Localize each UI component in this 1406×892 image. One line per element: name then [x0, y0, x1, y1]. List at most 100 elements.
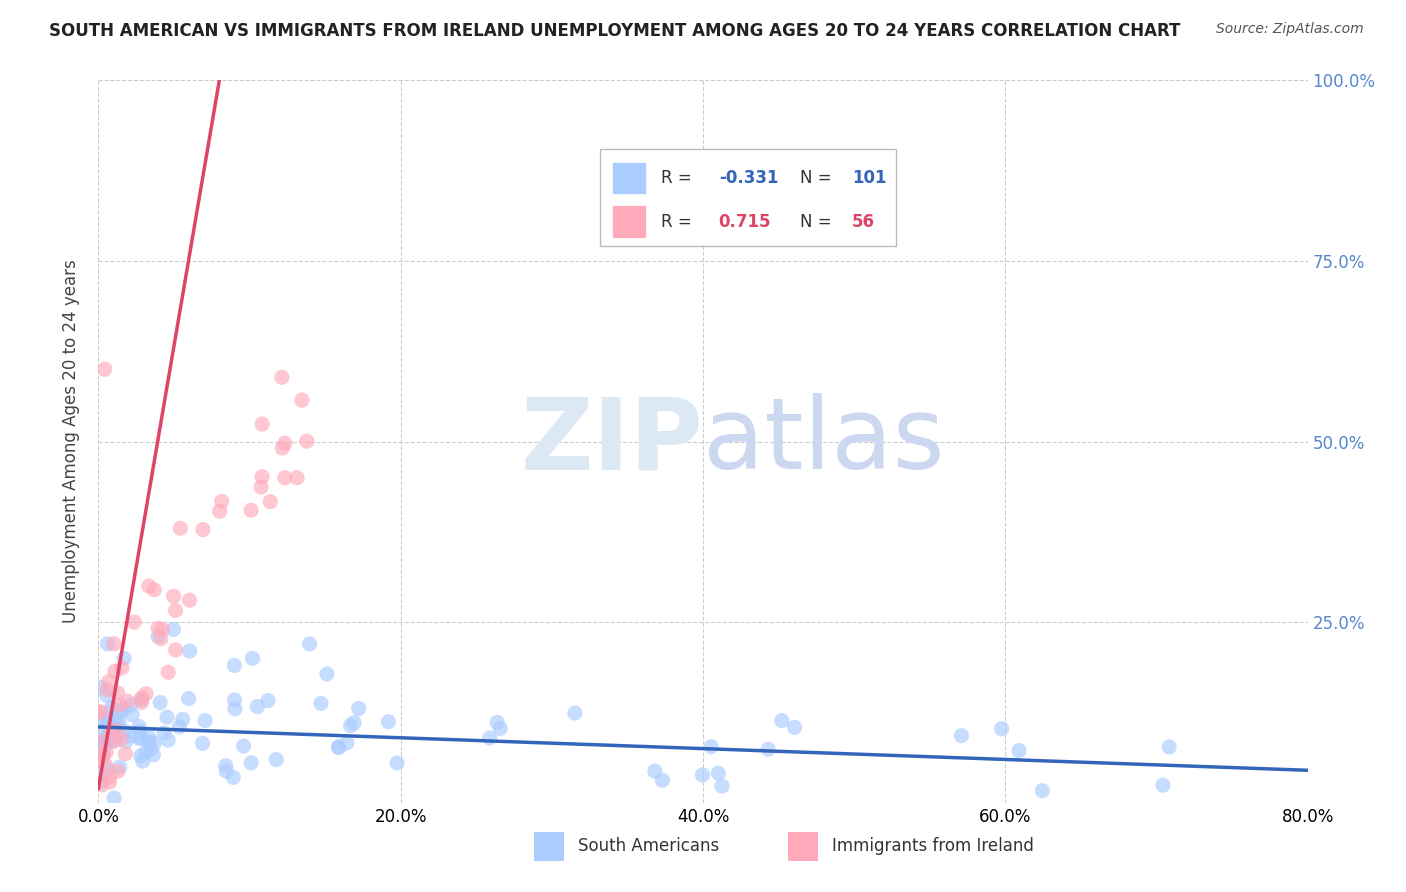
Text: SOUTH AMERICAN VS IMMIGRANTS FROM IRELAND UNEMPLOYMENT AMONG AGES 20 TO 24 YEARS: SOUTH AMERICAN VS IMMIGRANTS FROM IRELAN…: [49, 22, 1181, 40]
Text: 101: 101: [852, 169, 886, 186]
Point: [295, 434, 318, 449]
Point: [215, 764, 238, 779]
Point: [96, 745, 118, 759]
Point: [328, 739, 350, 754]
Point: [94, 737, 117, 751]
Point: [336, 736, 359, 750]
Point: [339, 719, 361, 733]
Point: [240, 503, 263, 517]
Point: [128, 731, 150, 746]
FancyBboxPatch shape: [787, 831, 818, 861]
Point: [564, 706, 586, 720]
Point: [257, 694, 280, 708]
Point: [120, 698, 142, 713]
Point: [179, 593, 201, 607]
Point: [224, 702, 246, 716]
Point: [309, 697, 332, 711]
Point: [343, 715, 366, 730]
Point: [114, 724, 136, 739]
Point: [97, 713, 120, 727]
Point: [138, 579, 160, 593]
Point: [222, 771, 245, 785]
Point: [274, 436, 297, 450]
Point: [94, 731, 117, 746]
Point: [135, 745, 157, 759]
Point: [111, 702, 134, 716]
Point: [142, 747, 165, 762]
FancyBboxPatch shape: [613, 205, 647, 238]
Point: [157, 665, 180, 680]
Point: [98, 770, 121, 784]
Point: [208, 504, 231, 518]
Point: [1152, 778, 1174, 792]
Point: [191, 523, 214, 537]
Point: [950, 729, 973, 743]
Text: -0.331: -0.331: [718, 169, 778, 186]
Point: [990, 722, 1012, 736]
Point: [90, 705, 112, 719]
Point: [97, 674, 120, 689]
Point: [98, 715, 121, 730]
Text: atlas: atlas: [703, 393, 945, 490]
Point: [783, 720, 806, 734]
Point: [120, 729, 142, 743]
Point: [246, 699, 269, 714]
Point: [97, 719, 120, 733]
Point: [316, 667, 339, 681]
Point: [191, 736, 214, 750]
Point: [90, 738, 112, 752]
Point: [149, 696, 172, 710]
Point: [224, 693, 246, 707]
Point: [96, 689, 118, 703]
Point: [87, 754, 110, 768]
Point: [104, 664, 127, 678]
FancyBboxPatch shape: [613, 161, 647, 194]
Point: [224, 658, 246, 673]
Point: [194, 714, 217, 728]
Text: N =: N =: [800, 169, 837, 186]
Point: [692, 768, 714, 782]
Point: [486, 715, 509, 730]
Point: [90, 724, 112, 739]
Point: [150, 623, 173, 637]
Point: [135, 687, 157, 701]
Point: [285, 470, 308, 484]
Point: [94, 758, 117, 772]
Point: [756, 742, 779, 756]
Point: [707, 766, 730, 780]
Point: [240, 756, 263, 770]
Point: [266, 753, 288, 767]
Point: [128, 724, 150, 739]
Point: [111, 661, 134, 675]
Point: [93, 748, 115, 763]
Point: [98, 775, 121, 789]
Point: [100, 723, 122, 738]
Point: [90, 743, 112, 757]
Point: [90, 778, 112, 792]
Point: [91, 747, 114, 762]
Point: [103, 637, 125, 651]
Point: [271, 370, 294, 384]
Point: [1031, 783, 1053, 797]
Point: [110, 705, 132, 719]
Point: [117, 694, 139, 708]
Point: [131, 692, 153, 706]
Point: [211, 494, 233, 508]
Point: [94, 362, 117, 376]
Point: [250, 469, 273, 483]
Point: [271, 441, 294, 455]
Point: [651, 773, 673, 788]
Point: [165, 603, 187, 617]
Point: [103, 791, 125, 805]
Point: [112, 651, 135, 665]
Point: [114, 747, 136, 761]
Point: [153, 726, 176, 740]
Point: [259, 494, 281, 508]
Point: [131, 695, 153, 709]
Point: [146, 630, 169, 644]
Point: [347, 701, 370, 715]
Point: [250, 417, 273, 431]
FancyBboxPatch shape: [534, 831, 564, 861]
Point: [250, 480, 273, 494]
Point: [90, 774, 112, 789]
